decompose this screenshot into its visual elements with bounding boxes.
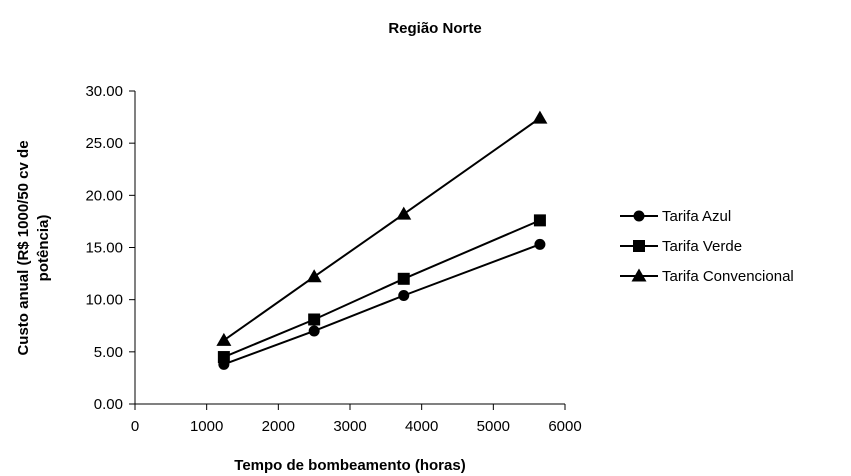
series-line: [223, 243, 541, 366]
y-axis-title: Custo anual (R$ 1000/50 cv de potência): [15, 140, 52, 355]
y-tick-label: 20.00: [85, 187, 123, 204]
legend: Tarifa Azul Tarifa Verde Tarifa Convencion…: [620, 208, 794, 285]
y-axis-title-line1: Custo anual (R$ 1000/50 cv de: [15, 140, 32, 355]
y-tick-label: 25.00: [85, 135, 123, 152]
x-tick-label: 6000: [548, 418, 581, 435]
series-layer: [216, 110, 548, 370]
x-tick-label: 0: [131, 418, 139, 435]
x-tick-label: 3000: [333, 418, 366, 435]
x-tick-label: 4000: [405, 418, 438, 435]
y-tick-label: 30.00: [85, 83, 123, 100]
series-tarifa-verde: [217, 214, 546, 364]
x-tick-label: 5000: [477, 418, 510, 435]
legend-item: Tarifa Azul: [620, 208, 731, 225]
legend-item: Tarifa Verde: [620, 238, 742, 255]
legend-marker: [633, 240, 645, 252]
legend-marker: [633, 210, 645, 222]
series-tarifa-azul: [218, 238, 546, 370]
data-point: [396, 206, 412, 220]
data-point: [217, 351, 230, 364]
data-point: [216, 332, 232, 346]
series-tarifa-convencional: [216, 110, 548, 346]
y-tick-label: 15.00: [85, 240, 123, 257]
data-point: [308, 325, 320, 337]
x-axis-title: Tempo de bombeamento (horas): [234, 457, 465, 474]
data-point: [534, 238, 546, 250]
y-tick-label: 5.00: [94, 344, 123, 361]
chart-title: Região Norte: [388, 20, 481, 37]
data-point: [533, 214, 546, 227]
y-tick-label: 0.00: [94, 396, 123, 413]
legend-marker: [631, 268, 647, 282]
y-tick-label: 10.00: [85, 292, 123, 309]
data-point: [532, 110, 548, 124]
x-tick-label: 1000: [190, 418, 223, 435]
legend-label: Tarifa Verde: [662, 238, 742, 255]
legend-label: Tarifa Convencional: [662, 268, 794, 285]
legend-label: Tarifa Azul: [662, 208, 731, 225]
legend-item: Tarifa Convencional: [620, 268, 794, 285]
series-line: [223, 219, 541, 358]
data-point: [397, 272, 410, 285]
data-point: [398, 289, 410, 301]
data-point: [306, 269, 322, 283]
plot-area: 0.00 5.00 10.00 15.00 20.00 25.00 30.00 0 1000 20…: [85, 83, 581, 435]
series-line: [223, 117, 541, 342]
x-tick-label: 2000: [262, 418, 295, 435]
data-point: [308, 313, 321, 326]
y-axis-title-line2: potência): [35, 215, 52, 282]
